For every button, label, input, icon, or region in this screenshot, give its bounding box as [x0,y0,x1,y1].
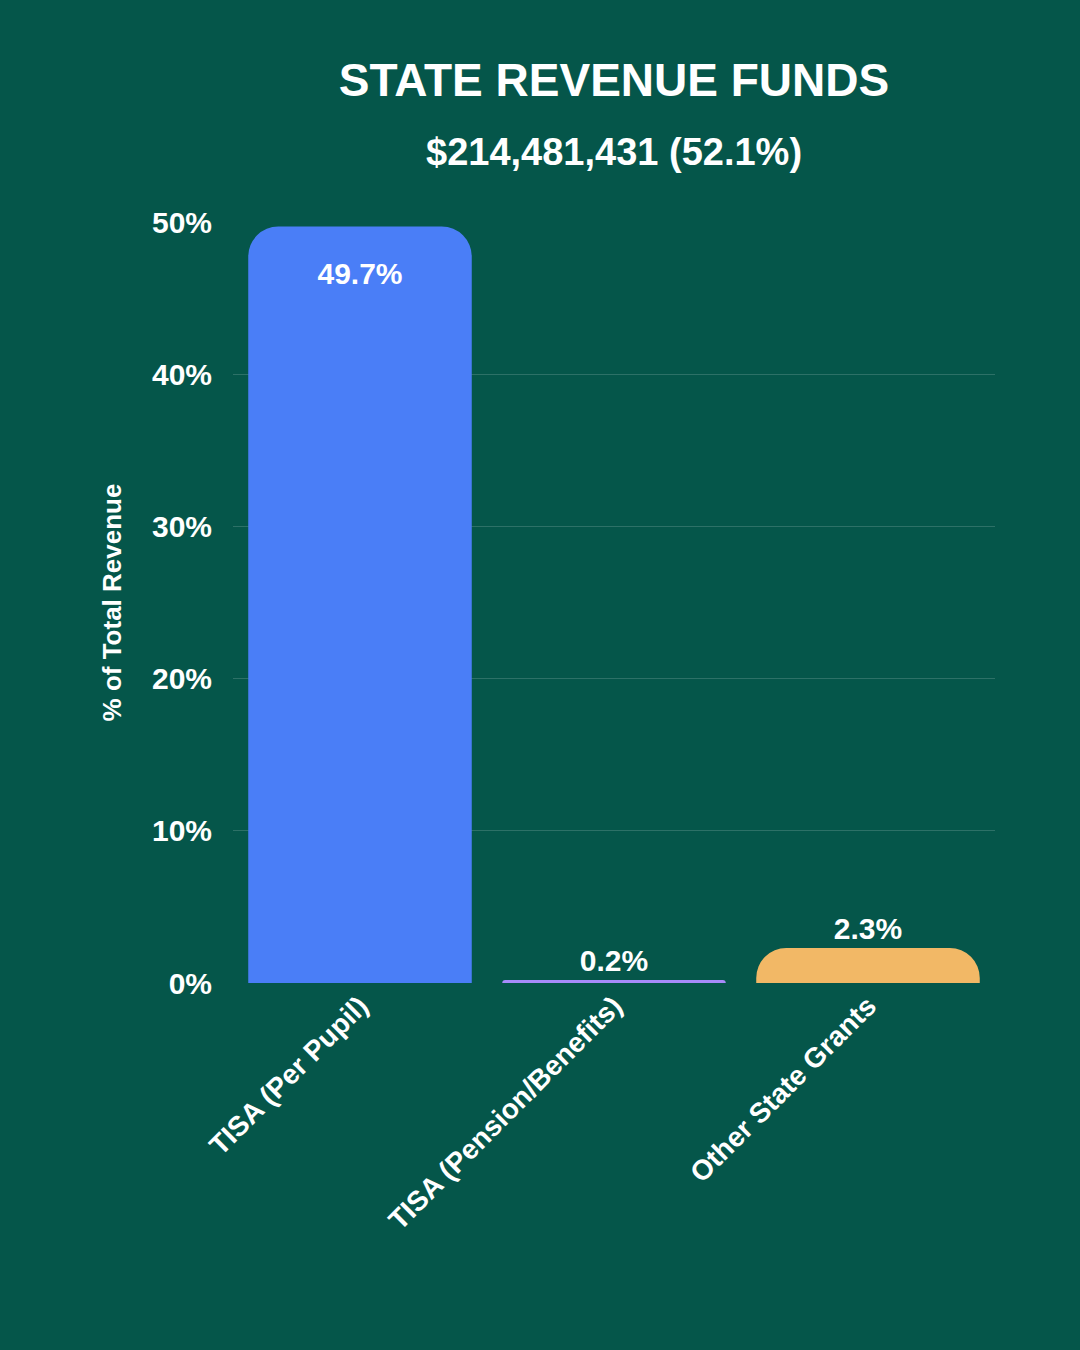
svg-text:30%: 30% [152,510,212,543]
svg-text:0%: 0% [169,967,212,1000]
svg-text:49.7%: 49.7% [317,257,402,290]
svg-text:10%: 10% [152,814,212,847]
svg-text:2.3%: 2.3% [834,912,902,945]
svg-text:20%: 20% [152,662,212,695]
svg-text:$214,481,431 (52.1%): $214,481,431 (52.1%) [426,131,802,173]
svg-text:TISA (Per Pupil): TISA (Per Pupil) [203,990,374,1161]
svg-text:% of Total Revenue: % of Total Revenue [97,484,127,722]
svg-text:Other State Grants: Other State Grants [684,990,882,1188]
svg-text:40%: 40% [152,358,212,391]
svg-text:STATE REVENUE FUNDS: STATE REVENUE FUNDS [339,54,889,106]
svg-text:TISA (Pension/Benefits): TISA (Pension/Benefits) [383,990,629,1236]
svg-text:50%: 50% [152,206,212,239]
svg-text:0.2%: 0.2% [580,944,648,977]
